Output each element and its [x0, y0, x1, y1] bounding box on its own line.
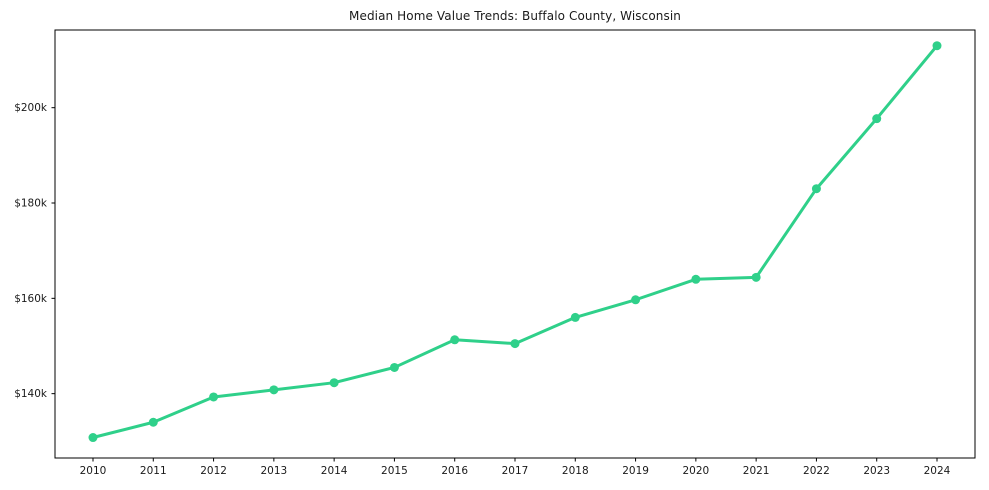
data-point	[570, 312, 580, 322]
data-point	[751, 272, 761, 282]
x-tick-label: 2014	[321, 465, 348, 477]
x-tick-label: 2011	[140, 465, 167, 477]
x-tick-label: 2023	[863, 465, 890, 477]
data-point	[389, 362, 399, 372]
y-tick-label: $200k	[14, 102, 48, 114]
data-point	[450, 335, 460, 345]
data-point	[88, 433, 98, 443]
x-tick-label: 2013	[260, 465, 287, 477]
x-tick-label: 2010	[80, 465, 107, 477]
data-point	[872, 114, 882, 124]
x-tick-label: 2020	[682, 465, 709, 477]
data-point	[811, 184, 821, 194]
x-tick-label: 2018	[562, 465, 589, 477]
chart-title: Median Home Value Trends: Buffalo County…	[349, 9, 681, 23]
data-point	[148, 417, 158, 427]
data-point	[932, 41, 942, 51]
x-tick-label: 2022	[803, 465, 830, 477]
y-tick-label: $140k	[14, 388, 48, 400]
x-tick-label: 2015	[381, 465, 408, 477]
data-point	[510, 339, 520, 349]
data-point	[209, 392, 219, 402]
x-tick-label: 2021	[743, 465, 770, 477]
x-tick-label: 2016	[441, 465, 468, 477]
data-point	[329, 378, 339, 388]
series-line	[91, 44, 939, 440]
x-tick-label: 2019	[622, 465, 649, 477]
plot-border	[54, 29, 976, 459]
x-tick-label: 2017	[502, 465, 529, 477]
y-tick-label: $160k	[14, 293, 48, 305]
x-tick-label: 2024	[924, 465, 951, 477]
data-point	[631, 295, 641, 305]
x-tick-label: 2012	[200, 465, 227, 477]
data-point	[269, 385, 279, 395]
data-point	[691, 274, 701, 284]
y-tick-label: $180k	[14, 198, 48, 210]
